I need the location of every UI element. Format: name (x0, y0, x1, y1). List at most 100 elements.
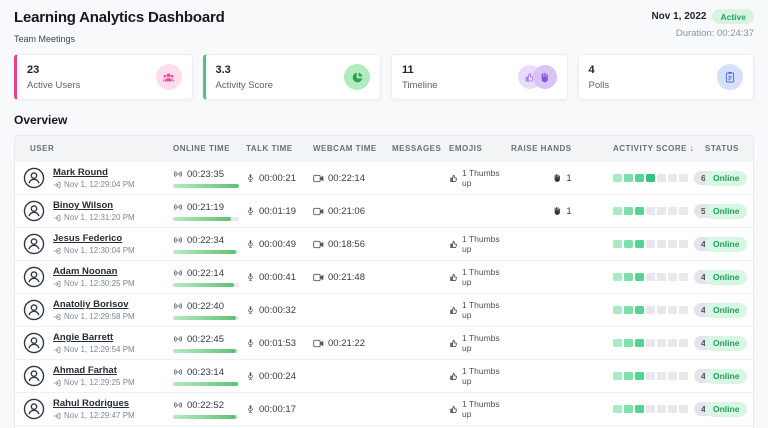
emojis-value: 1 Thumbs up (462, 333, 500, 353)
status-cell: Online (705, 302, 748, 318)
users-icon (155, 64, 182, 90)
activity-segment (657, 207, 666, 215)
activity-segment (624, 306, 633, 314)
activity-score-cell: 4.9 (613, 237, 720, 251)
join-time-icon (53, 181, 61, 189)
column-header-webcam-time[interactable]: WEBCAM TIME (313, 144, 377, 153)
table-row[interactable]: Jesus Federico Nov 1, 12:30:04 PM (15, 227, 753, 260)
webcam-icon (313, 273, 324, 282)
avatar (23, 233, 45, 255)
online-time-bar (173, 381, 239, 386)
table-row[interactable]: Rahul Rodrigues Nov 1, 12:29:47 PM (15, 392, 753, 425)
talk-time-cell: 00:00:21 (246, 173, 313, 184)
webcam-icon (313, 339, 324, 348)
user-name-link[interactable]: Rahul Rodrigues (53, 398, 130, 409)
webcam-time-cell (313, 306, 392, 315)
status-cell: Online (705, 170, 748, 186)
microphone-icon (246, 305, 255, 315)
table-row[interactable]: Angie Barrett Nov 1, 12:29:54 PM (15, 326, 753, 359)
webcam-icon (313, 240, 324, 249)
thumbs-up-small-icon (449, 306, 458, 315)
online-status-badge: Online (705, 170, 748, 186)
table-row[interactable]: Binoy Wilson Nov 1, 12:31:20 PM (15, 194, 753, 227)
thumbs-up-small-icon (449, 372, 458, 381)
online-time-bar (173, 348, 239, 353)
activity-segment (679, 306, 688, 314)
talk-time-value: 00:00:21 (259, 172, 296, 184)
raise-hands-cell (511, 239, 613, 249)
status-cell: Online (705, 368, 748, 384)
thumbs-up-small-icon (449, 405, 458, 414)
user-cell: Jesus Federico Nov 1, 12:30:04 PM (23, 233, 173, 255)
user-name-link[interactable]: Jesus Federico (53, 233, 123, 244)
column-header-raise-hands[interactable]: RAISE HANDS (511, 144, 572, 153)
user-name-link[interactable]: Angie Barrett (53, 332, 114, 343)
online-time-cell: 00:22:45 (173, 334, 246, 353)
user-name-link[interactable]: Adam Noonan (53, 266, 118, 277)
activity-segment (679, 273, 688, 281)
status-cell: Online (705, 236, 748, 252)
activity-segments (613, 405, 688, 413)
table-row[interactable]: Anatoliy Borisov Nov 1, 12:29:58 PM (15, 293, 753, 326)
table-row[interactable]: Mark Round Nov 1, 12:29:04 PM (15, 161, 753, 194)
activity-segment (613, 240, 622, 248)
online-time-value: 00:22:52 (187, 399, 224, 411)
emojis-cell: 1 Thumbs up (449, 333, 511, 353)
user-name-link[interactable]: Anatoliy Borisov (53, 299, 129, 310)
column-header-activity-score[interactable]: ACTIVITY SCORE ↓ (613, 144, 695, 153)
activity-segment (613, 273, 622, 281)
emojis-value: 1 Thumbs up (462, 267, 500, 287)
emojis-cell: 1 Thumbs up (449, 168, 511, 188)
join-time: Nov 1, 12:30:04 PM (64, 246, 135, 255)
activity-score-label: Activity Score (215, 79, 274, 91)
join-time-icon (53, 313, 61, 321)
emojis-value: 1 Thumbs up (462, 300, 500, 320)
online-time-cell: 00:22:34 (173, 235, 246, 254)
timeline-value: 11 (402, 63, 414, 76)
online-time-bar (173, 216, 239, 221)
stat-card-polls: 4 Polls (577, 54, 754, 100)
microphone-icon (246, 404, 255, 414)
activity-segments (613, 339, 688, 347)
talk-time-cell: 00:00:41 (246, 272, 313, 283)
signal-icon (173, 400, 183, 410)
webcam-time-value: 00:21:06 (328, 205, 365, 217)
column-header-status[interactable]: STATUS (705, 144, 739, 153)
table-body: Mark Round Nov 1, 12:29:04 PM (15, 161, 753, 425)
column-header-online-time[interactable]: ONLINE TIME (173, 144, 231, 153)
raise-hands-value: 1 (566, 172, 572, 184)
activity-segments (613, 306, 688, 314)
activity-segment (635, 306, 644, 314)
online-status-badge: Online (705, 401, 748, 417)
table-row[interactable]: Ahmad Farhat Nov 1, 12:29:25 PM (15, 359, 753, 392)
join-time: Nov 1, 12:29:54 PM (64, 345, 135, 354)
activity-segment (679, 207, 688, 215)
activity-segment (657, 273, 666, 281)
activity-segment (624, 273, 633, 281)
column-header-talk-time[interactable]: TALK TIME (246, 144, 293, 153)
online-time-cell: 00:22:40 (173, 301, 246, 320)
avatar (23, 332, 45, 354)
activity-segments (613, 240, 688, 248)
page-subtitle: Team Meetings (14, 34, 76, 44)
sort-descending-icon[interactable]: ↓ (689, 144, 695, 153)
join-time: Nov 1, 12:29:47 PM (64, 411, 135, 420)
microphone-icon (246, 173, 255, 183)
online-time-value: 00:22:34 (187, 234, 224, 246)
column-header-emojis[interactable]: EMOJIS (449, 144, 483, 153)
talk-time-value: 00:01:19 (259, 205, 296, 217)
user-name-link[interactable]: Ahmad Farhat (53, 365, 117, 376)
microphone-icon (246, 371, 255, 381)
stat-card-timeline: 11 Timeline (391, 54, 568, 100)
activity-segment (668, 174, 677, 182)
user-name-link[interactable]: Mark Round (53, 167, 108, 178)
talk-time-cell: 00:01:53 (246, 338, 313, 349)
avatar (23, 266, 45, 288)
column-header-messages[interactable]: MESSAGES (392, 144, 442, 153)
column-header-user[interactable]: USER (30, 144, 55, 153)
user-name-link[interactable]: Binoy Wilson (53, 200, 114, 211)
table-row[interactable]: Adam Noonan Nov 1, 12:30:25 PM (15, 260, 753, 293)
online-time-bar (173, 183, 239, 188)
thumbs-up-small-icon (449, 273, 458, 282)
status-cell: Online (705, 401, 748, 417)
